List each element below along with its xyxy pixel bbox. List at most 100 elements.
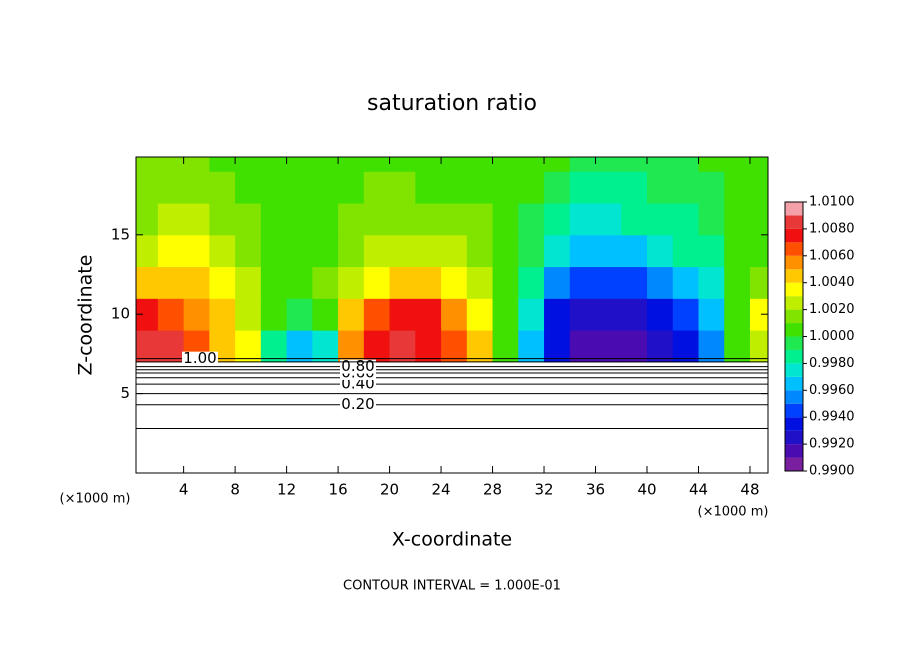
colorbar-tick-label: 0.9960	[809, 383, 855, 398]
field-cell	[235, 157, 262, 172]
field-cell	[466, 157, 494, 172]
field-cell	[544, 330, 571, 363]
field-cell	[647, 298, 674, 331]
colorbar-segment	[785, 242, 803, 256]
colorbar-tick-label: 0.9900	[809, 464, 855, 479]
field-cell	[749, 330, 768, 363]
field-cell	[441, 234, 468, 268]
colorbar-segment	[785, 349, 803, 364]
x-tick-label: 40	[637, 481, 656, 499]
field-cell	[492, 330, 519, 363]
field-cell	[518, 330, 545, 363]
field-cell	[749, 203, 768, 236]
field-cell	[183, 203, 210, 236]
field-cell	[698, 330, 725, 363]
field-cell	[235, 298, 262, 331]
field-cell	[363, 266, 391, 299]
x-axis-label: X-coordinate	[392, 529, 512, 551]
colorbar-segment	[785, 457, 803, 471]
field-cell	[312, 234, 339, 268]
field-cell	[724, 203, 751, 236]
field-cell	[466, 298, 494, 331]
field-cell	[647, 171, 674, 204]
field-cell	[183, 171, 210, 204]
x-tick-label: 12	[277, 481, 296, 499]
field-cell	[672, 298, 699, 331]
field-cell	[260, 330, 288, 363]
x-tick-label: 20	[380, 481, 399, 499]
field-cell	[363, 171, 391, 204]
field-cell	[595, 157, 622, 172]
field-cell	[389, 203, 416, 236]
field-cell	[338, 266, 365, 299]
field-cell	[312, 157, 339, 172]
colorbar-tick-label: 1.0080	[809, 221, 855, 236]
field-cell	[312, 330, 339, 363]
field-cell	[466, 266, 494, 299]
field-cell	[724, 330, 751, 363]
field-cell	[260, 157, 288, 172]
contour-label: 0.80	[341, 357, 374, 375]
field-cell	[621, 266, 648, 299]
field-cell	[389, 171, 416, 204]
field-cell	[209, 266, 236, 299]
y-tick-label: 15	[111, 225, 130, 243]
field-cell	[260, 234, 288, 268]
field-cell	[595, 298, 622, 331]
colorbar-segment	[785, 296, 803, 310]
colorbar-segment	[785, 390, 803, 404]
field-cell	[157, 157, 185, 172]
field-cell	[595, 266, 622, 299]
colorbar-segment	[785, 336, 803, 350]
field-cell	[363, 157, 391, 172]
field-cell	[415, 203, 442, 236]
field-cell	[157, 171, 185, 204]
field-cell	[286, 330, 313, 363]
field-cell	[157, 203, 185, 236]
field-cell	[415, 157, 442, 172]
contour-label-bg	[340, 377, 376, 392]
field-cell	[698, 266, 725, 299]
field-cell	[518, 298, 545, 331]
field-cell	[569, 171, 597, 204]
field-cell	[260, 203, 288, 236]
field-cell	[544, 266, 571, 299]
field-cell	[621, 234, 648, 268]
field-cell	[492, 298, 519, 331]
field-cell	[183, 266, 210, 299]
field-cell	[286, 171, 313, 204]
field-cell	[389, 298, 416, 331]
field-cell	[569, 266, 597, 299]
field-cell	[647, 157, 674, 172]
field-cell	[338, 330, 365, 363]
colorbar-tick-label: 1.0100	[809, 195, 855, 210]
x-tick-label: 48	[740, 481, 759, 499]
footer-note: CONTOUR INTERVAL = 1.000E-01	[343, 579, 561, 594]
field-cell	[415, 330, 442, 363]
colorbar-segment	[785, 228, 803, 243]
x-tick-label: 44	[689, 481, 708, 499]
field-cell	[518, 234, 545, 268]
field-cell	[136, 266, 159, 299]
field-cell	[647, 330, 674, 363]
field-cell	[544, 234, 571, 268]
field-cell	[136, 298, 159, 331]
field-cell	[415, 171, 442, 204]
field	[136, 157, 768, 363]
field-cell	[492, 266, 519, 299]
field-cell	[621, 157, 648, 172]
colorbar-tick-label: 1.0040	[809, 275, 855, 290]
x-tick-label: 4	[179, 481, 189, 499]
field-cell	[466, 203, 494, 236]
field-cell	[441, 157, 468, 172]
field-cell	[157, 266, 185, 299]
field-cell	[389, 157, 416, 172]
field-cell	[260, 171, 288, 204]
field-cell	[621, 298, 648, 331]
colorbar-segment	[785, 282, 803, 297]
field-cell	[518, 203, 545, 236]
x-tick-label: 36	[586, 481, 605, 499]
colorbar-segment	[785, 309, 803, 324]
field-cell	[595, 234, 622, 268]
